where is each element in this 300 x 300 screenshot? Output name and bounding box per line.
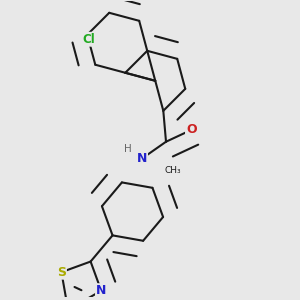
Text: O: O xyxy=(186,123,196,136)
Text: CH₃: CH₃ xyxy=(164,167,181,176)
Text: N: N xyxy=(96,284,106,297)
Text: S: S xyxy=(57,266,66,279)
Text: H: H xyxy=(124,144,132,154)
Text: N: N xyxy=(137,152,147,165)
Text: Cl: Cl xyxy=(82,33,95,46)
